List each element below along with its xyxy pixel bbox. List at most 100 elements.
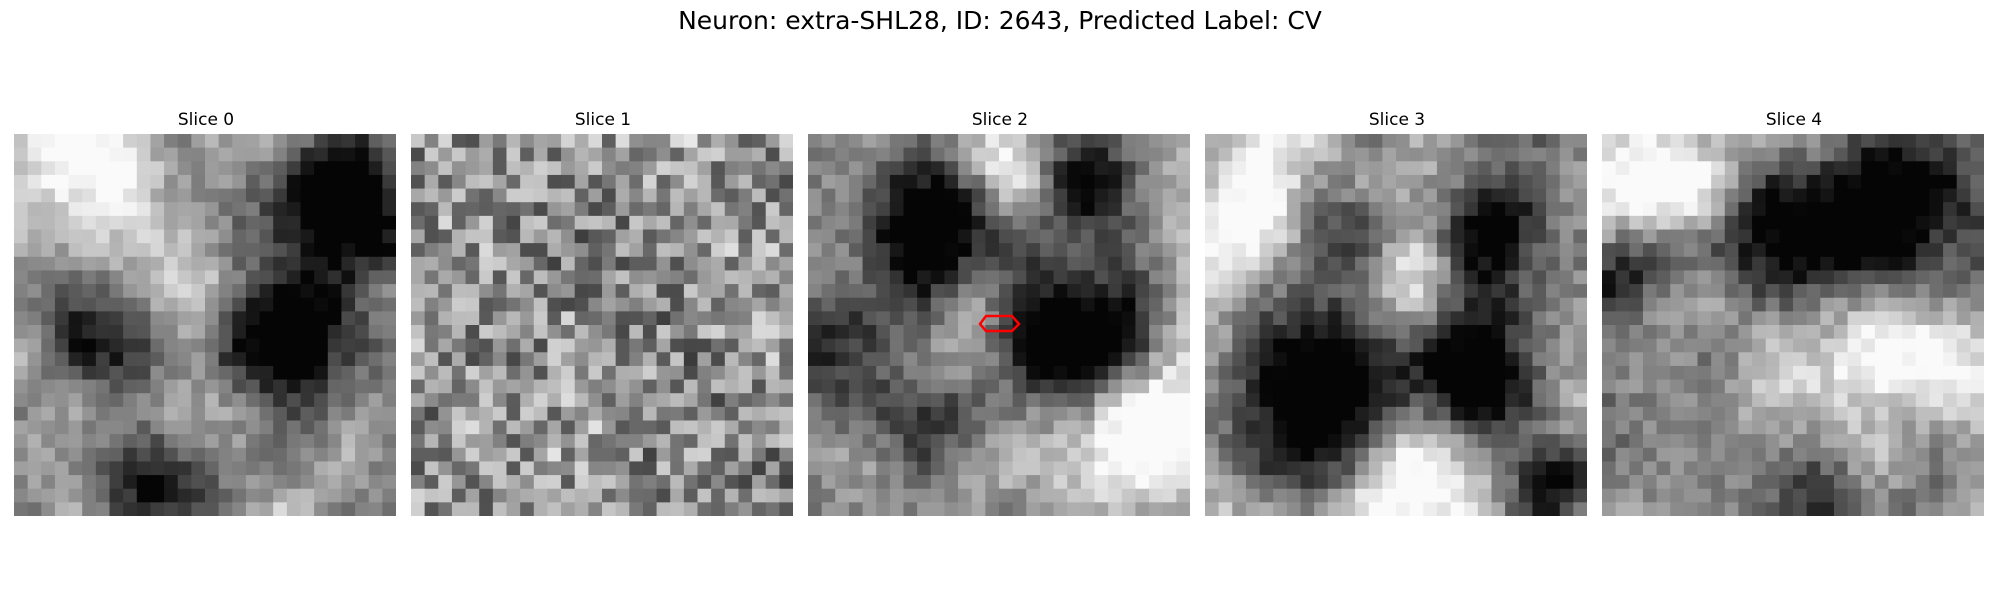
slice-pixel	[14, 284, 29, 299]
slice-pixel	[1396, 325, 1411, 340]
slice-pixel	[382, 202, 396, 217]
slice-pixel	[1245, 311, 1261, 326]
slice-pixel	[1943, 325, 1958, 340]
slice-pixel	[1300, 256, 1315, 272]
slice-pixel	[1149, 365, 1164, 381]
slice-pixel	[944, 229, 959, 244]
slice-pixel	[1245, 502, 1261, 516]
slice-pixel	[1450, 161, 1465, 176]
slice-pixel	[451, 284, 467, 299]
slice-pixel	[68, 475, 83, 490]
slice-pixel	[245, 161, 261, 176]
slice-pixel	[1327, 434, 1343, 449]
slice-pixel	[1053, 338, 1068, 353]
slice-pixel	[1300, 202, 1315, 217]
slice-pixel	[191, 461, 206, 476]
slice-pixel	[205, 365, 220, 381]
slice-pixel	[765, 352, 780, 367]
slice-pixel	[1423, 502, 1438, 516]
slice-pixel	[1368, 229, 1383, 244]
slice-pixel	[1162, 270, 1177, 285]
slice-pixel	[451, 297, 467, 312]
slice-pixel	[561, 488, 576, 503]
slice-pixel	[903, 352, 918, 367]
slice-pixel	[1642, 447, 1658, 463]
slice-pixel	[1135, 352, 1150, 367]
slice-pixel	[1135, 215, 1150, 231]
slice-pixel	[465, 311, 480, 326]
slice-pixel	[1423, 174, 1438, 190]
slice-pixel	[1436, 174, 1452, 190]
slice-pixel	[205, 174, 220, 190]
slice-pixel	[1491, 393, 1506, 408]
slice-pixel	[1300, 393, 1315, 408]
slice-pixel	[273, 325, 288, 340]
slice-pixel	[177, 461, 192, 476]
slice-pixel	[1915, 379, 1931, 394]
slice-pixel	[1874, 284, 1890, 299]
slice-pixel	[1505, 284, 1520, 299]
slice-pixel	[711, 406, 726, 422]
slice-pixel	[1149, 461, 1164, 476]
slice-pixel	[109, 284, 124, 299]
slice-pixel	[1738, 338, 1753, 353]
slice-pixel	[765, 420, 780, 435]
slice-pixel	[382, 475, 396, 490]
slice-pixel	[1970, 488, 1984, 503]
slice-pixel	[368, 325, 383, 340]
slice-pixel	[1670, 393, 1685, 408]
slice-pixel	[1546, 174, 1561, 190]
slice-pixel	[1697, 297, 1712, 312]
slice-pixel	[232, 365, 247, 381]
slice-pixel	[1176, 420, 1190, 435]
slice-pixel	[1861, 311, 1876, 326]
slice-pixel	[1423, 284, 1438, 299]
slice-pixel	[1039, 434, 1055, 449]
slice-pixel	[697, 502, 712, 516]
slice-pixel	[424, 325, 439, 340]
slice-pixel	[1409, 202, 1424, 217]
slice-pixel	[779, 447, 793, 463]
slice-pixel	[1218, 461, 1233, 476]
slice-pixel	[1245, 434, 1261, 449]
slice-pixel	[1956, 215, 1971, 231]
slice-pixel	[1314, 447, 1329, 463]
slice-pixel	[191, 215, 206, 231]
slice-title: Slice 4	[1765, 110, 1823, 130]
slice-pixel	[1012, 188, 1027, 203]
slice-pixel	[424, 379, 439, 394]
slice-pixel	[1355, 420, 1370, 435]
slice-pixel	[711, 475, 726, 490]
slice-pixel	[1382, 379, 1397, 394]
slice-pixel	[561, 134, 576, 149]
slice-pixel	[1121, 406, 1137, 422]
slice-pixel	[424, 215, 439, 231]
slice-pixel	[1806, 311, 1821, 326]
slice-pixel	[1026, 502, 1041, 516]
slice-pixel	[465, 229, 480, 244]
slice-pixel	[1314, 243, 1329, 258]
slice-pixel	[1752, 447, 1767, 463]
slice-pixel	[1149, 502, 1164, 516]
slice-pixel	[1162, 434, 1177, 449]
slice-pixel	[150, 311, 165, 326]
slice-pixel	[1970, 202, 1984, 217]
slice-pixel	[1355, 502, 1370, 516]
slice-pixel	[1314, 379, 1329, 394]
slice-pixel	[54, 243, 70, 258]
slice-pixel	[1559, 134, 1574, 149]
slice-pixel	[1697, 338, 1712, 353]
slice-pixel	[808, 502, 823, 516]
slice-pixel	[1738, 243, 1753, 258]
slice-pixel	[1573, 174, 1587, 190]
slice-pixel	[1602, 434, 1617, 449]
slice-pixel	[1847, 379, 1862, 394]
slice-pixel	[259, 174, 274, 190]
slice-pixel	[300, 352, 315, 367]
slice-pixel	[629, 434, 644, 449]
slice-pixel	[1108, 215, 1123, 231]
slice-pixel	[54, 134, 70, 149]
slice-pixel	[465, 434, 480, 449]
slice-pixel	[1956, 325, 1971, 340]
slice-pixel	[424, 243, 439, 258]
